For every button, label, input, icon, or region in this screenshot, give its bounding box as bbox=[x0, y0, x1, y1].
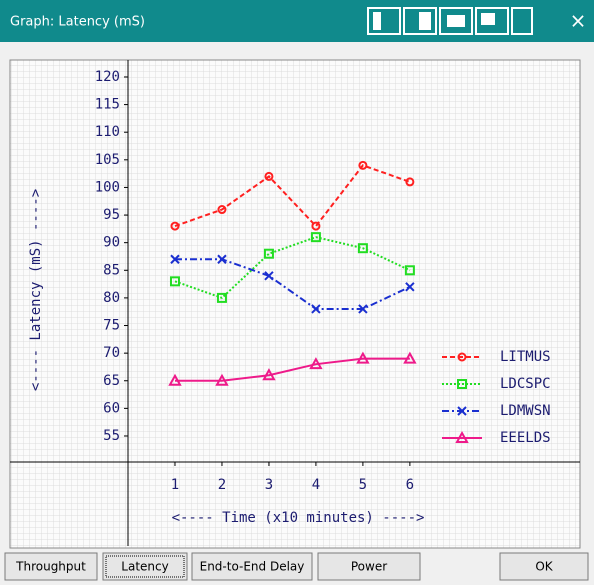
marker bbox=[309, 357, 323, 370]
marker bbox=[311, 221, 321, 231]
marker bbox=[455, 430, 469, 443]
button-label[interactable]: Latency bbox=[121, 560, 168, 574]
close-button[interactable]: × bbox=[570, 9, 587, 33]
button[interactable] bbox=[4, 552, 98, 581]
marker bbox=[264, 271, 274, 281]
y-tick-label: 90 bbox=[103, 235, 120, 251]
y-tick-label: 55 bbox=[103, 428, 120, 444]
x-tick-label: 3 bbox=[265, 477, 273, 493]
marker bbox=[217, 205, 227, 215]
y-tick-label: 100 bbox=[95, 179, 120, 195]
button-label[interactable]: End-to-End Delay bbox=[200, 560, 305, 574]
layout-buttons[interactable] bbox=[367, 7, 533, 35]
marker bbox=[170, 254, 180, 264]
x-tick-label: 2 bbox=[218, 477, 226, 493]
y-tick-label: 85 bbox=[103, 262, 120, 278]
marker bbox=[263, 248, 274, 259]
x-axis-label: <---- Time (x10 minutes) ----> bbox=[172, 510, 425, 526]
marker bbox=[311, 304, 321, 314]
marker bbox=[215, 373, 229, 386]
y-tick-label: 95 bbox=[103, 207, 120, 223]
x-tick-label: 1 bbox=[171, 477, 179, 493]
marker bbox=[168, 373, 182, 386]
plot-grid bbox=[9, 59, 581, 549]
legend-label: LDCSPC bbox=[500, 376, 551, 392]
y-tick-label: 115 bbox=[95, 97, 120, 113]
button-label[interactable]: Power bbox=[351, 560, 387, 574]
legend-label: LDMWSN bbox=[500, 403, 551, 419]
button[interactable] bbox=[317, 552, 421, 581]
x-tick-label: 5 bbox=[359, 477, 367, 493]
button-label[interactable]: OK bbox=[535, 560, 553, 574]
marker bbox=[457, 379, 467, 389]
marker bbox=[170, 221, 180, 231]
y-tick-label: 75 bbox=[103, 318, 120, 334]
marker bbox=[405, 282, 415, 292]
marker bbox=[457, 352, 467, 362]
button-label[interactable]: Throughput bbox=[15, 560, 86, 574]
y-tick-label: 105 bbox=[95, 152, 120, 168]
legend-label: LITMUS bbox=[500, 349, 551, 365]
series-line bbox=[174, 164, 411, 228]
series-line bbox=[174, 357, 410, 382]
marker bbox=[264, 171, 274, 181]
y-tick-label: 65 bbox=[103, 373, 120, 389]
focus-ring bbox=[105, 555, 185, 578]
marker bbox=[457, 406, 467, 416]
y-tick-label: 110 bbox=[95, 124, 120, 140]
marker bbox=[310, 232, 321, 243]
y-axis-label: <---- Latency (mS) ----> bbox=[28, 189, 44, 391]
marker bbox=[169, 276, 180, 287]
y-tick-label: 70 bbox=[103, 345, 120, 361]
marker bbox=[357, 243, 368, 254]
marker bbox=[358, 304, 368, 314]
marker bbox=[217, 254, 227, 264]
y-tick-label: 80 bbox=[103, 290, 120, 306]
x-tick-label: 4 bbox=[312, 477, 320, 493]
series-line bbox=[174, 258, 411, 310]
series-line bbox=[174, 236, 411, 300]
window-title: Graph: Latency (mS) bbox=[10, 15, 145, 30]
button[interactable] bbox=[102, 552, 188, 581]
legend-label: EEELDS bbox=[500, 430, 551, 446]
button[interactable] bbox=[191, 552, 313, 581]
marker bbox=[356, 351, 370, 364]
marker bbox=[216, 292, 227, 303]
marker bbox=[404, 265, 415, 276]
marker bbox=[403, 351, 417, 364]
x-tick-label: 6 bbox=[406, 477, 414, 493]
marker bbox=[262, 368, 276, 381]
y-tick-label: 60 bbox=[103, 400, 120, 416]
marker bbox=[405, 177, 415, 187]
y-tick-label: 120 bbox=[95, 69, 120, 85]
marker bbox=[358, 160, 368, 170]
button[interactable] bbox=[499, 552, 589, 581]
